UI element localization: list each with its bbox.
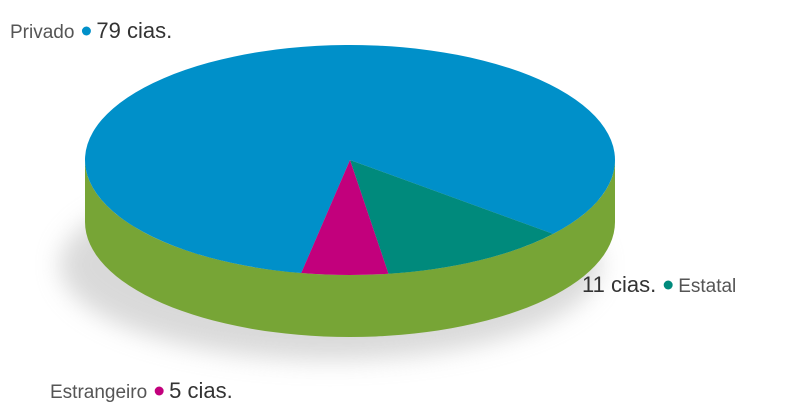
labels: Privado 79 cias. 11 cias. Estatal Estrangeir… [10,18,736,403]
pie-side [85,160,615,337]
legend-label: Estrangeiro [50,382,147,403]
legend-dot [154,386,164,396]
legend-label: Privado [10,22,74,43]
legend-dot [663,280,673,290]
pie-top [85,45,616,275]
pie-slice [85,45,616,274]
value-label: 79 cias. [96,18,172,43]
value-label: 11 cias. [582,272,656,297]
pie-slice [350,160,554,274]
legend-label: Estatal [678,276,736,297]
legend-dot [81,26,91,36]
value-label: 5 cias. [169,378,233,403]
pie-slice [301,160,389,275]
